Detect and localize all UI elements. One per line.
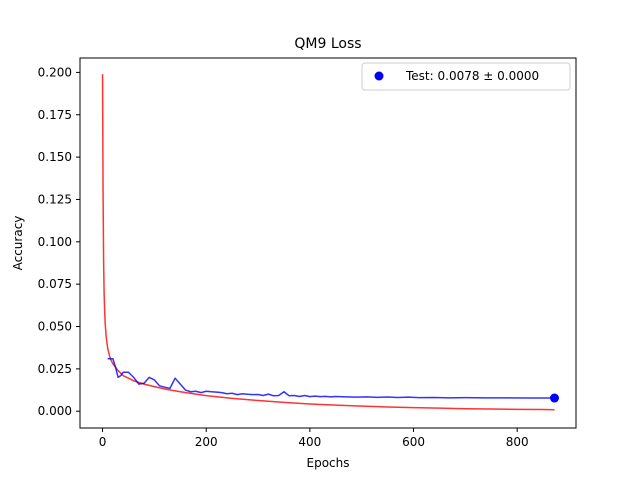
series-line-0 (101, 74, 555, 411)
y-axis-label: Accuracy (11, 216, 25, 271)
y-tick-label: 0.025 (38, 362, 72, 376)
y-tick-label: 0.150 (38, 150, 72, 164)
chart-marks (101, 74, 559, 411)
x-tick-label: 600 (402, 435, 425, 449)
test-point-marker (549, 393, 559, 403)
y-tick-label: 0.050 (38, 320, 72, 334)
y-tick-label: 0.175 (38, 108, 72, 122)
x-tick-label: 400 (298, 435, 321, 449)
chart-title: QM9 Loss (294, 36, 361, 52)
axes-frame (79, 57, 577, 429)
y-tick-label: 0.075 (38, 277, 72, 291)
y-tick-label: 0.000 (38, 404, 72, 418)
plot-area (80, 58, 576, 428)
x-axis-label: Epochs (307, 456, 350, 470)
x-tick-label: 0 (99, 435, 107, 449)
series-line-1 (107, 357, 555, 399)
x-tick-label: 800 (506, 435, 529, 449)
y-tick-label: 0.100 (38, 235, 72, 249)
y-tick-label: 0.125 (38, 192, 72, 206)
legend-label-test: Test: 0.0078 ± 0.0000 (405, 69, 539, 83)
legend: Test: 0.0078 ± 0.0000 (361, 62, 571, 91)
x-tick-label: 200 (195, 435, 218, 449)
legend-marker-test (374, 71, 384, 81)
legend-box (361, 62, 571, 91)
y-tick-label: 0.200 (38, 65, 72, 79)
